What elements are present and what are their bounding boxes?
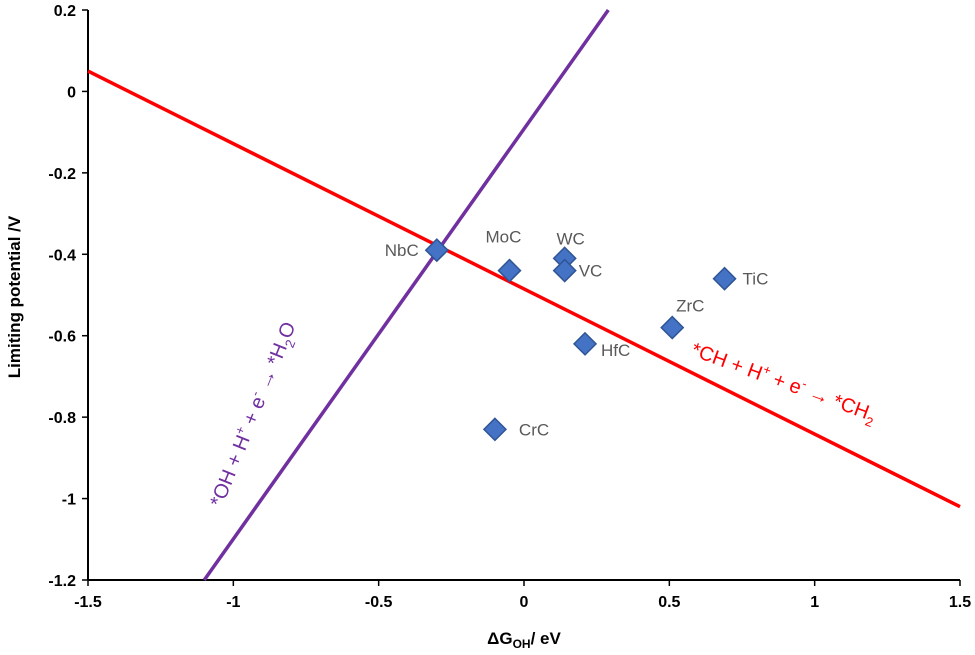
data-point-moc <box>497 258 522 283</box>
x-tick-label: 1.5 <box>949 594 971 611</box>
x-tick-label: 1 <box>810 594 819 611</box>
y-tick-label: -0.4 <box>48 247 76 264</box>
x-tick-label: -0.5 <box>365 594 393 611</box>
point-label-crc: CrC <box>519 420 549 439</box>
x-tick-label: 0.5 <box>658 594 680 611</box>
data-point-crc <box>482 417 507 442</box>
data-point-nbc <box>424 238 449 263</box>
purple-line-annotation: *OH + H+ + e- → *H2O <box>203 318 304 512</box>
purple-trend-line <box>202 8 610 582</box>
y-tick-label: -1.2 <box>48 573 76 590</box>
point-labels: NbC MoC WC VC TiC ZrC HfC CrC <box>385 228 769 440</box>
point-label-vc: VC <box>579 262 603 281</box>
point-label-wc: WC <box>557 229 585 248</box>
data-point-zrc <box>660 315 685 340</box>
y-tick-label: 0.2 <box>54 3 76 20</box>
x-axis-title: ΔGOH/ eV <box>487 629 561 651</box>
y-tick-label: -0.6 <box>48 329 76 346</box>
point-label-moc: MoC <box>486 228 522 247</box>
y-tick-label: -0.2 <box>48 166 76 183</box>
axes <box>82 9 961 586</box>
y-tick-label: -0.8 <box>48 410 76 427</box>
data-point-tic <box>712 266 737 291</box>
point-label-tic: TiC <box>743 270 769 289</box>
tick-labels: -1.5 -1 -0.5 0 0.5 1 1.5 0.2 0 -0.2 -0.4 -0.6 -0.8 -1… <box>48 3 971 611</box>
point-label-nbc: NbC <box>385 241 419 260</box>
y-axis-title: Limiting potential /V <box>5 215 24 378</box>
x-tick-label: -1.5 <box>74 594 102 611</box>
x-tick-label: -1 <box>226 594 240 611</box>
point-label-hfc: HfC <box>601 341 630 360</box>
data-points <box>424 238 737 442</box>
y-tick-label: -1 <box>62 492 76 509</box>
red-trend-line <box>87 69 961 509</box>
x-tick-label: 0 <box>520 594 529 611</box>
data-point-hfc <box>572 331 598 356</box>
y-tick-label: 0 <box>67 84 76 101</box>
trend-lines <box>87 8 961 582</box>
point-label-zrc: ZrC <box>676 297 704 316</box>
data-point-vc <box>552 258 577 283</box>
